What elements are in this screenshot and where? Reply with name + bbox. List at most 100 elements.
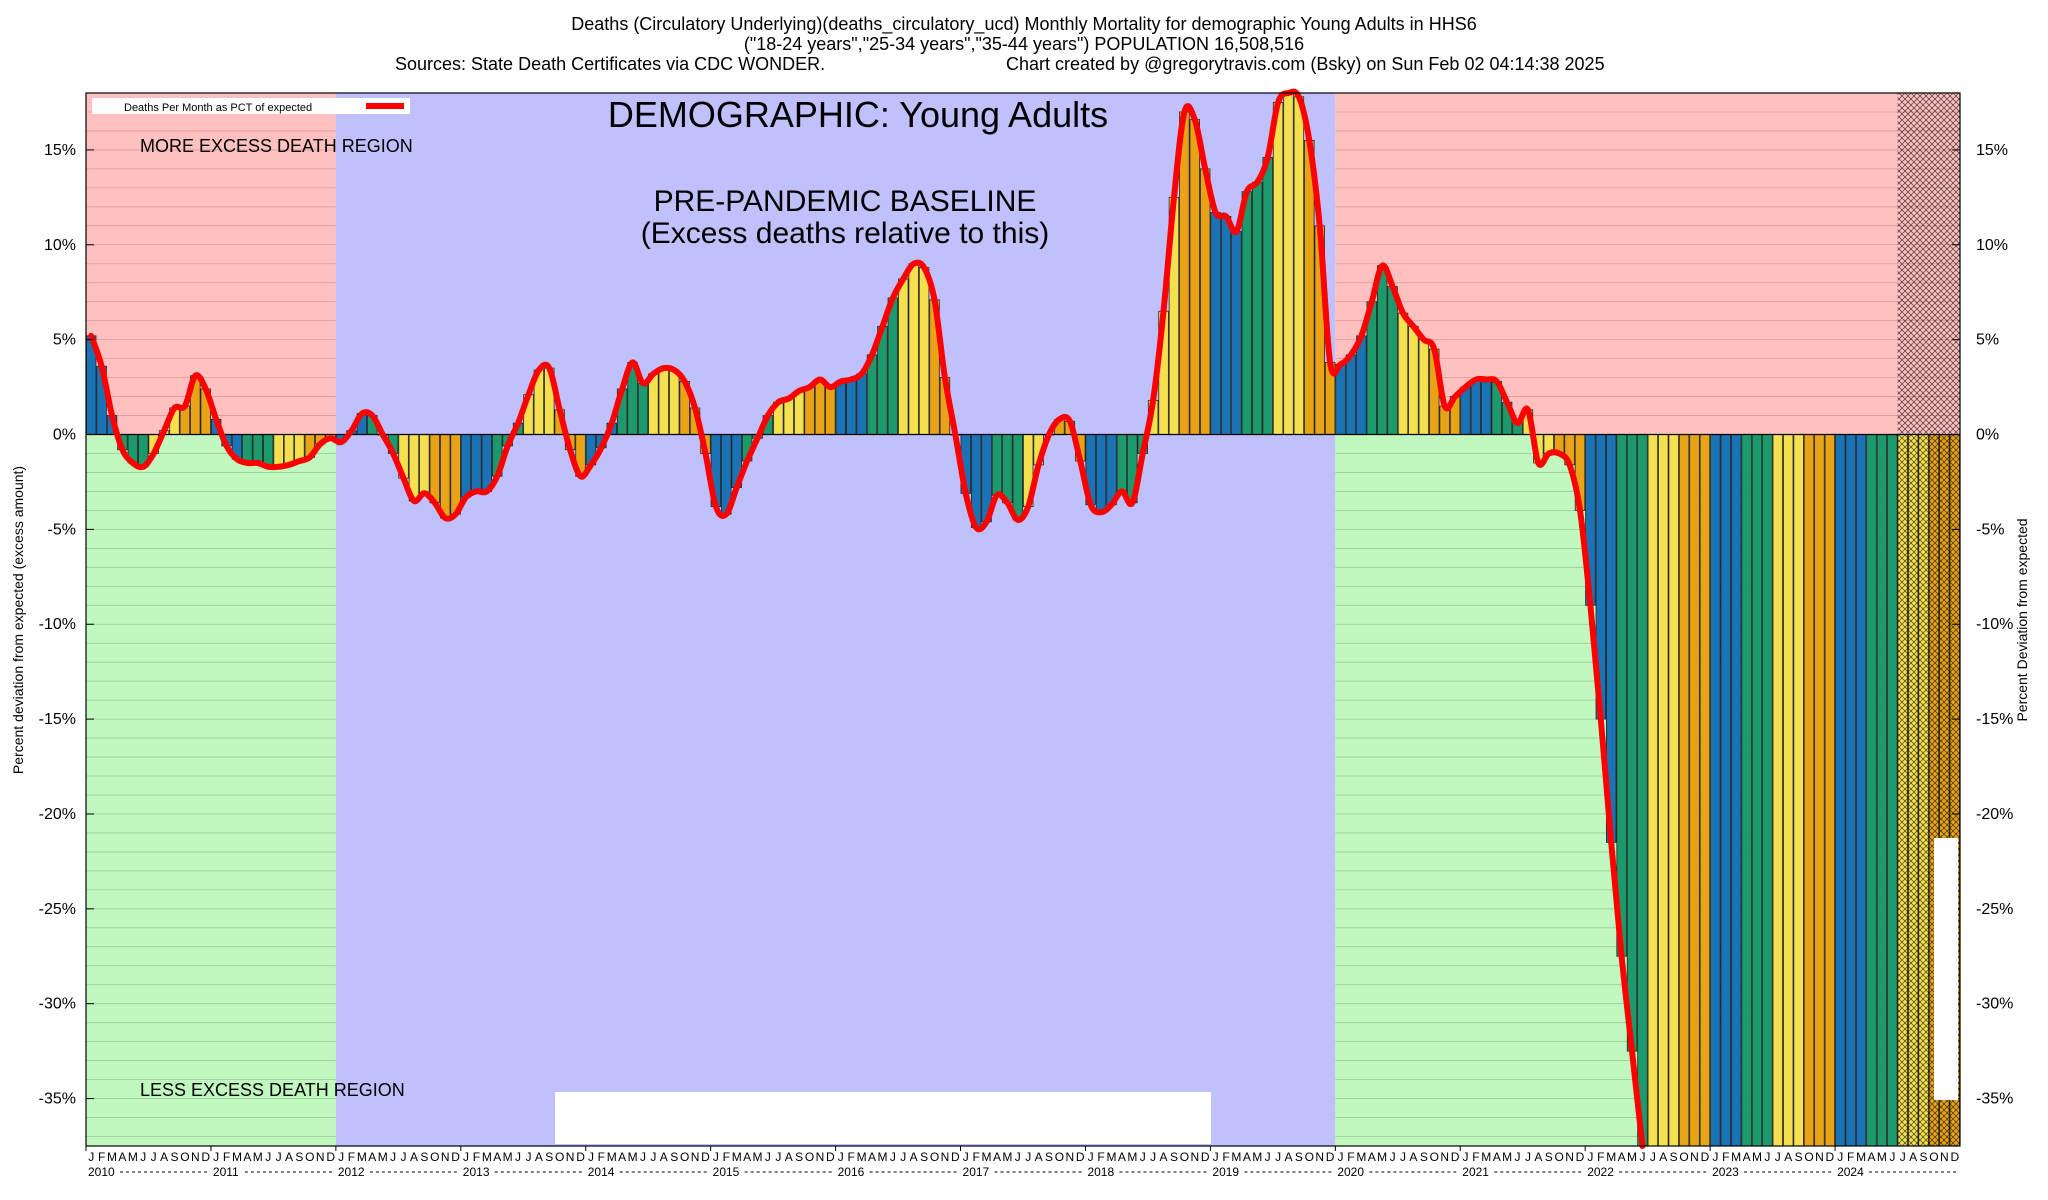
x-month-label: J <box>1338 1150 1344 1164</box>
y-tick-label-right: -25% <box>1976 901 2013 918</box>
x-month-label: A <box>910 1150 918 1164</box>
x-month-label: S <box>1670 1150 1678 1164</box>
data-bar <box>1418 339 1430 435</box>
x-month-label: J <box>775 1150 781 1164</box>
x-month-label: N <box>1315 1150 1324 1164</box>
x-month-label: J <box>1650 1150 1656 1164</box>
x-month-label: J <box>140 1150 146 1164</box>
x-month-label: M <box>1481 1150 1491 1164</box>
more-excess-label: MORE EXCESS DEATH REGION <box>140 136 413 156</box>
x-month-label: A <box>285 1150 293 1164</box>
data-bar <box>481 434 493 492</box>
x-month-label: O <box>430 1150 439 1164</box>
data-bar <box>252 434 263 464</box>
x-month-label: N <box>1815 1150 1824 1164</box>
x-month-label: S <box>1420 1150 1428 1164</box>
x-month-label: D <box>826 1150 835 1164</box>
y-tick-label-left: -35% <box>39 1091 76 1108</box>
y-tick-label-left: -20% <box>39 806 76 823</box>
x-month-label: F <box>1472 1150 1479 1164</box>
x-month-label: A <box>368 1150 376 1164</box>
subtitle-box <box>555 1092 1211 1144</box>
data-bar <box>283 434 295 466</box>
x-month-label: N <box>566 1150 575 1164</box>
x-month-label: J <box>1900 1150 1906 1164</box>
data-bar <box>1095 434 1107 513</box>
x-year-label: 2022 <box>1587 1165 1614 1179</box>
data-bar <box>1616 434 1627 957</box>
x-month-label: J <box>1265 1150 1271 1164</box>
data-bar <box>1762 434 1773 1147</box>
x-month-label: A <box>1867 1150 1875 1164</box>
data-bar <box>918 267 930 435</box>
x-month-label: D <box>576 1150 585 1164</box>
data-bar <box>1626 434 1638 1052</box>
x-month-label: M <box>1356 1150 1366 1164</box>
data-bar <box>1637 434 1648 1147</box>
data-bar <box>1814 434 1825 1147</box>
less-excess-region-left <box>86 434 336 1146</box>
x-month-label: J <box>1025 1150 1031 1164</box>
x-month-label: J <box>463 1150 469 1164</box>
x-month-label: J <box>1712 1150 1718 1164</box>
x-month-label: D <box>701 1150 710 1164</box>
data-bar <box>429 434 440 504</box>
x-month-label: J <box>265 1150 271 1164</box>
x-month-label: D <box>1076 1150 1085 1164</box>
x-year-label: 2021 <box>1462 1165 1489 1179</box>
x-month-label: M <box>1627 1150 1637 1164</box>
chart-credit: Chart created by @gregorytravis.com (Bsk… <box>1006 54 1605 74</box>
y-tick-label-right: -30% <box>1976 996 2013 1013</box>
x-month-label: J <box>1837 1150 1843 1164</box>
x-month-label: J <box>213 1150 219 1164</box>
x-month-label: J <box>338 1150 344 1164</box>
x-month-label: A <box>1743 1150 1751 1164</box>
data-bar <box>1179 111 1190 435</box>
x-month-label: A <box>743 1150 751 1164</box>
x-month-label: F <box>1222 1150 1229 1164</box>
x-month-label: O <box>805 1150 814 1164</box>
x-month-label: A <box>785 1150 793 1164</box>
data-bar <box>898 278 909 435</box>
x-year-label: 2019 <box>1212 1165 1239 1179</box>
x-month-label: F <box>598 1150 605 1164</box>
x-year-label: 2017 <box>963 1165 990 1179</box>
data-bar <box>1189 119 1200 435</box>
y-tick-label-left: -5% <box>48 521 76 538</box>
x-month-label: F <box>1097 1150 1104 1164</box>
x-month-label: S <box>295 1150 303 1164</box>
data-bar <box>294 434 305 462</box>
x-month-label: M <box>1856 1150 1866 1164</box>
data-bar <box>1751 434 1763 1147</box>
data-bar <box>658 367 670 435</box>
x-month-label: J <box>1515 1150 1521 1164</box>
x-month-label: A <box>160 1150 168 1164</box>
legend-label: Deaths Per Month as PCT of expected <box>124 102 312 114</box>
incomplete-label-box <box>1934 838 1958 1100</box>
x-month-label: O <box>1305 1150 1314 1164</box>
chart-subtitle: ("18-24 years","25-34 years","35-44 year… <box>743 34 1305 54</box>
x-month-label: A <box>410 1150 418 1164</box>
x-month-label: M <box>628 1150 638 1164</box>
x-month-label: J <box>390 1150 396 1164</box>
x-year-label: 2013 <box>463 1165 490 1179</box>
data-bar <box>814 379 826 435</box>
x-month-label: S <box>1170 1150 1178 1164</box>
data-bar <box>1272 102 1284 435</box>
x-month-label: J <box>276 1150 282 1164</box>
x-month-label: D <box>951 1150 960 1164</box>
chart-sources: Sources: State Death Certificates via CD… <box>395 54 826 74</box>
chart-title: Deaths (Circulatory Underlying)(deaths_c… <box>571 14 1477 34</box>
data-bar <box>1866 434 1877 1147</box>
x-month-label: S <box>795 1150 803 1164</box>
x-month-label: D <box>201 1150 210 1164</box>
y-tick-label-right: -20% <box>1976 806 2013 823</box>
x-month-label: J <box>890 1150 896 1164</box>
y-tick-label-right: 10% <box>1976 237 2008 254</box>
data-bar <box>1387 286 1398 435</box>
x-month-label: M <box>378 1150 388 1164</box>
y-tick-label-left: -25% <box>39 901 76 918</box>
x-month-label: M <box>1127 1150 1137 1164</box>
